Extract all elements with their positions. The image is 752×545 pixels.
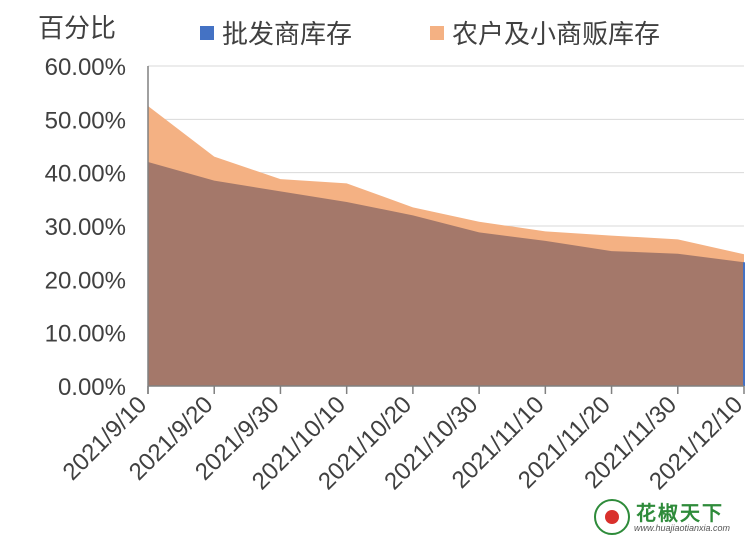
watermark-name: 花椒天下 bbox=[636, 501, 724, 525]
legend-label-farmers: 农户及小商贩库存 bbox=[452, 19, 661, 49]
y-tick-label: 60.00% bbox=[45, 54, 126, 81]
watermark-url: www.huajiaotianxia.com bbox=[634, 523, 731, 533]
legend-item-wholesaler: 批发商库存 bbox=[200, 14, 352, 51]
y-tick-label: 20.00% bbox=[45, 267, 126, 294]
legend-item-farmers: 农户及小商贩库存 bbox=[430, 14, 660, 51]
y-tick-label: 40.00% bbox=[45, 161, 126, 188]
watermark-logo: 花椒天下 www.huajiaotianxia.com bbox=[594, 497, 744, 537]
y-tick-label: 50.00% bbox=[45, 107, 126, 134]
y-unit-label: 百分比 bbox=[38, 13, 117, 43]
legend-swatch-farmers bbox=[430, 25, 444, 40]
y-tick-label: 0.00% bbox=[58, 374, 126, 401]
legend-label-wholesaler: 批发商库存 bbox=[222, 19, 353, 49]
y-tick-label: 30.00% bbox=[45, 214, 126, 241]
legend-swatch-wholesaler bbox=[200, 25, 214, 40]
y-tick-label: 10.00% bbox=[45, 321, 126, 348]
logo-emblem-icon bbox=[594, 499, 630, 535]
area-series-0 bbox=[148, 162, 744, 386]
